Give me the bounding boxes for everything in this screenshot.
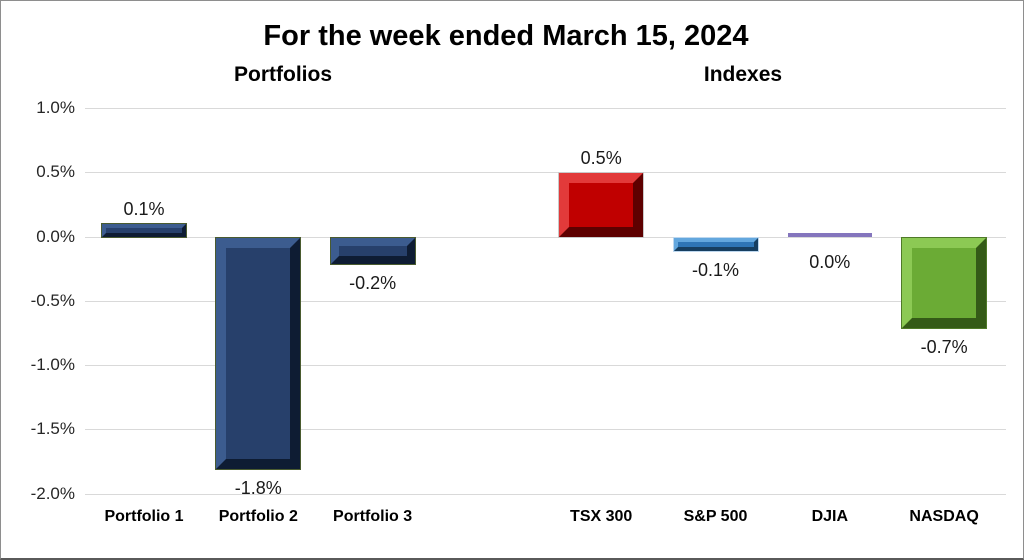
gridline [85, 300, 1006, 302]
y-axis-tick-label: 0.0% [36, 226, 75, 246]
bar-portfolio-1 [101, 222, 187, 238]
bar-nasdaq [901, 236, 988, 329]
bar-djia [787, 232, 872, 237]
gridline [85, 493, 1006, 495]
bar-portfolio-3 [329, 236, 416, 265]
bar-value-label: -0.7% [920, 336, 968, 357]
x-axis-category-label: NASDAQ [909, 508, 979, 525]
bar-tsx-300 [558, 171, 645, 238]
x-axis-category-label: Portfolio 3 [333, 508, 413, 525]
chart-title: For the week ended March 15, 2024 [263, 20, 749, 52]
y-axis-tick-label: -2.0% [30, 483, 75, 503]
group-header-indexes: Indexes [703, 63, 783, 86]
bar-value-label: -0.2% [349, 272, 397, 293]
group-header-portfolios: Portfolios [234, 63, 332, 86]
bar-s-p-500 [672, 236, 759, 252]
y-axis-tick-label: -0.5% [30, 290, 75, 310]
gridline [85, 108, 1006, 109]
x-axis-category-label: S&P 500 [683, 508, 748, 525]
bar-portfolio-2 [215, 236, 302, 470]
gridline [85, 365, 1006, 366]
x-axis-category-label: Portfolio 2 [218, 508, 298, 525]
bar-value-label: -0.1% [691, 259, 740, 280]
x-axis-category-label: TSX 300 [570, 508, 633, 525]
gridline [85, 429, 1006, 431]
x-axis-category-label: Portfolio 1 [104, 508, 184, 525]
y-axis-tick-label: -1.5% [30, 419, 75, 439]
gridline [85, 172, 1006, 174]
y-axis-tick-label: -1.0% [30, 355, 75, 374]
x-axis-category-label: DJIA [811, 508, 849, 525]
bar-value-label: -1.8% [234, 477, 282, 498]
bar-value-label: 0.0% [809, 251, 851, 272]
y-axis-tick-label: 1.0% [36, 98, 75, 117]
y-axis-tick-label: 0.5% [36, 162, 75, 182]
bar-value-label: 0.1% [123, 198, 165, 219]
bar-value-label: 0.5% [580, 147, 622, 168]
gridline [85, 236, 1006, 238]
